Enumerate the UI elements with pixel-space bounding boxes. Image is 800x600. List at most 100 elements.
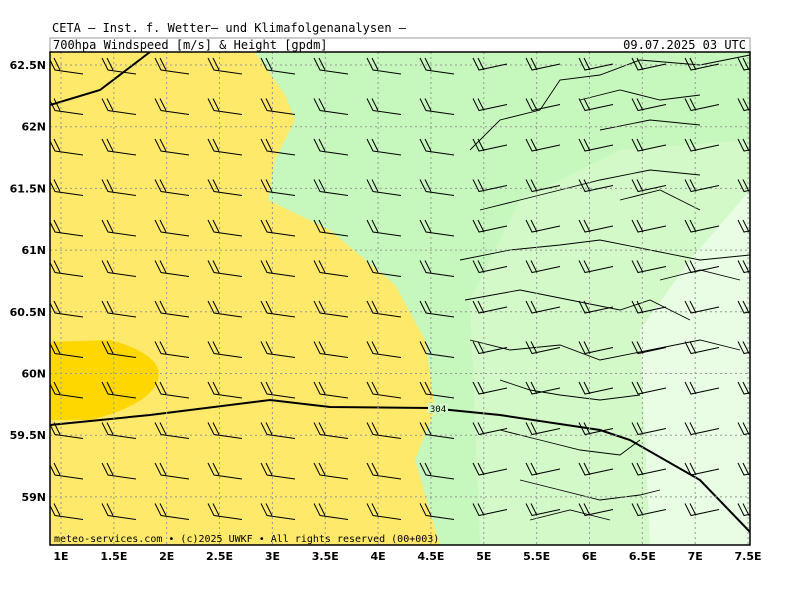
wind-barb: [101, 503, 137, 520]
wind-barb: [684, 138, 720, 152]
lat-label: 59N: [21, 491, 46, 504]
wind-barb: [207, 179, 243, 196]
wind-barb: [525, 219, 561, 233]
wind-barb: [154, 341, 190, 358]
wind-barb: [154, 300, 190, 318]
wind-barb: [737, 138, 750, 152]
wind-barb: [50, 300, 84, 318]
lon-label: 4E: [371, 550, 386, 563]
wind-barb: [207, 462, 243, 480]
wind-barb: [525, 57, 561, 71]
wind-barb: [631, 422, 667, 436]
wind-barb: [366, 98, 402, 115]
wind-barb: [366, 422, 402, 439]
wind-zone-yellow: [50, 52, 440, 545]
wind-barb: [50, 381, 84, 399]
wind-barb: [260, 422, 296, 439]
wind-barb: [50, 260, 84, 277]
wind-barb: [737, 503, 750, 517]
wind-barb: [525, 341, 561, 355]
wind-barb: [419, 57, 455, 75]
wind-barb: [366, 138, 402, 156]
valid-time: 09.07.2025 03 UTC: [623, 38, 746, 52]
wind-barb: [631, 138, 667, 152]
wind-barb: [578, 219, 614, 233]
wind-barb: [737, 300, 750, 314]
wind-barb: [472, 57, 508, 71]
wind-barb: [684, 98, 720, 112]
wind-barb: [525, 98, 561, 112]
wind-barb: [684, 179, 720, 193]
wind-barb: [260, 300, 296, 318]
wind-barb: [101, 462, 137, 480]
wind-barb: [50, 98, 84, 115]
wind-barb: [578, 260, 614, 274]
wind-barb: [313, 381, 349, 399]
wind-barb: [684, 422, 720, 436]
wind-barb: [525, 179, 561, 193]
wind-barb: [154, 57, 190, 75]
wind-barb: [50, 179, 84, 196]
wind-barb: [578, 381, 614, 395]
wind-barb: [472, 98, 508, 112]
wind-barb: [366, 462, 402, 480]
wind-barb: [313, 462, 349, 480]
lon-label: 6E: [582, 550, 597, 563]
wind-barb: [366, 179, 402, 196]
wind-barb: [260, 98, 296, 115]
wind-barb: [260, 57, 296, 75]
wind-barb: [737, 57, 750, 71]
wind-barb: [472, 422, 508, 436]
wind-barb: [260, 179, 296, 196]
wind-barb: [578, 300, 614, 314]
wind-barb: [684, 381, 720, 395]
lat-label: 62N: [21, 121, 46, 134]
wind-barb: [419, 341, 455, 358]
wind-barb: [101, 341, 137, 358]
wind-barb: [154, 219, 190, 237]
wind-barb: [50, 341, 84, 358]
lat-label: 60.5N: [10, 306, 46, 319]
wind-barb: [101, 179, 137, 196]
wind-barb: [631, 341, 667, 355]
wind-barb: [631, 503, 667, 517]
wind-barb: [366, 341, 402, 358]
wind-barb: [207, 57, 243, 75]
wind-barb: [525, 138, 561, 152]
wind-barb: [737, 341, 750, 355]
wind-zone-gold: [50, 340, 159, 420]
lon-label: 7.5E: [735, 550, 762, 563]
wind-barb: [525, 503, 561, 517]
wind-barb: [419, 300, 455, 318]
wind-barb: [472, 260, 508, 274]
lon-label: 1.5E: [100, 550, 127, 563]
wind-barb: [737, 381, 750, 395]
wind-barb: [366, 300, 402, 318]
lat-label: 62.5N: [10, 59, 46, 72]
wind-barb: [525, 381, 561, 395]
wind-barb: [313, 219, 349, 237]
wind-barb: [101, 98, 137, 115]
wind-barb: [260, 462, 296, 480]
wind-barb: [631, 462, 667, 476]
wind-barb: [419, 381, 455, 399]
wind-barb: [525, 462, 561, 476]
wind-barb: [684, 503, 720, 517]
contour-label-bg: [428, 403, 448, 413]
wind-barb: [684, 462, 720, 476]
wind-barb: [207, 219, 243, 237]
wind-barb: [366, 57, 402, 75]
wind-barb: [631, 300, 667, 314]
lon-label: 1E: [53, 550, 68, 563]
wind-barb: [737, 219, 750, 233]
wind-barb: [154, 179, 190, 196]
wind-barb: [578, 503, 614, 517]
coastline: [459, 54, 750, 521]
wind-barb: [154, 260, 190, 277]
wind-barb: [50, 219, 84, 237]
wind-barb: [101, 138, 137, 156]
wind-barb: [525, 422, 561, 436]
wind-barb: [207, 300, 243, 318]
